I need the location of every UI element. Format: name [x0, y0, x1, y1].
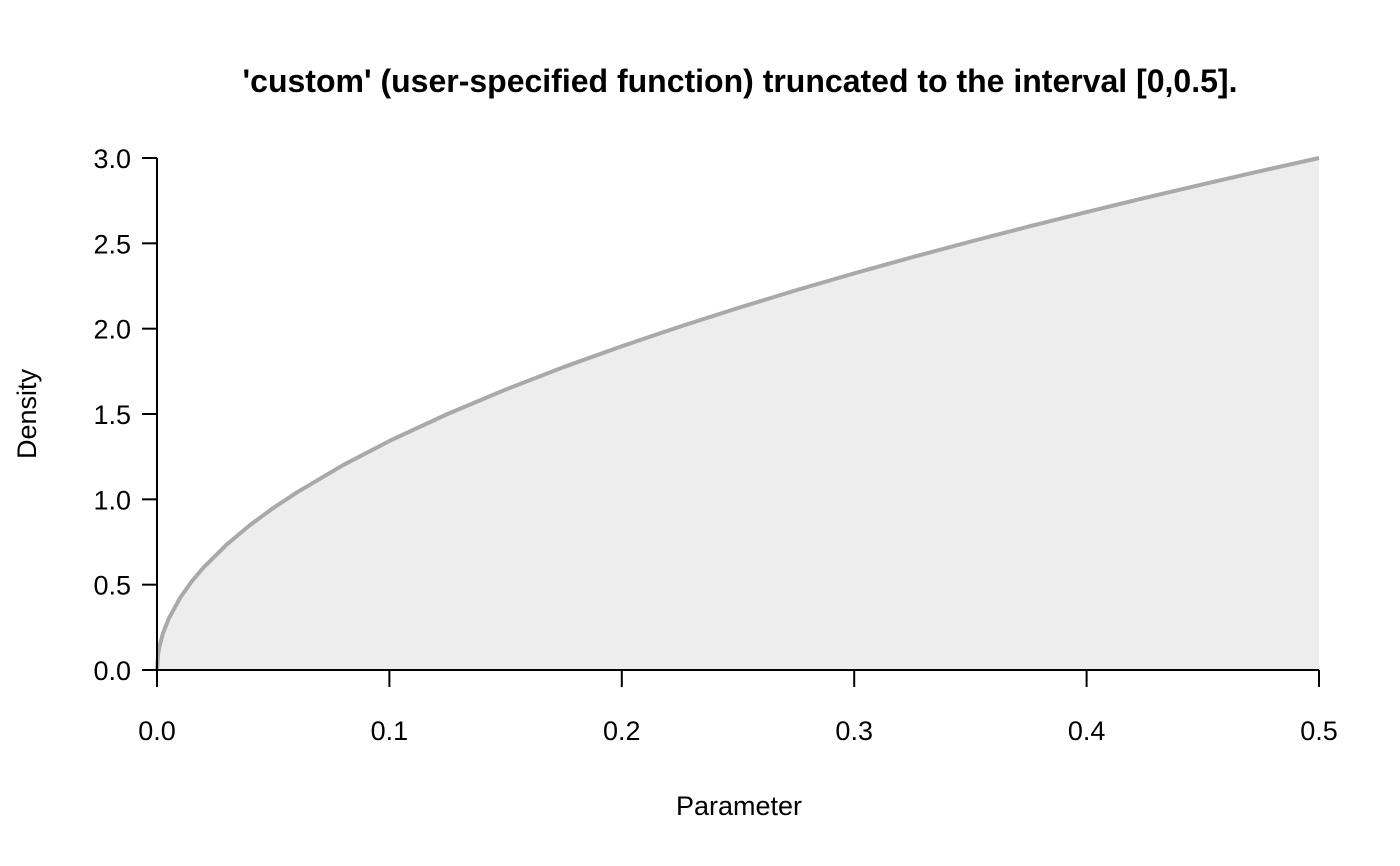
- x-axis-label: Parameter: [676, 791, 802, 821]
- plot-area: [155, 156, 1320, 671]
- y-tick-label: 3.0: [93, 144, 131, 174]
- y-axis-label: Density: [12, 368, 42, 459]
- y-tick-label: 2.0: [93, 315, 131, 345]
- y-tick-label: 1.5: [93, 400, 131, 430]
- density-curve-line: [155, 156, 1320, 671]
- x-tick-label: 0.0: [138, 716, 176, 746]
- x-tick-label: 0.4: [1068, 716, 1106, 746]
- density-area-fill: [157, 158, 1319, 670]
- x-tick-label: 0.3: [835, 716, 873, 746]
- x-tick-label: 0.2: [603, 716, 641, 746]
- chart-title: 'custom' (user-specified function) trunc…: [243, 63, 1238, 99]
- y-tick-label: 2.5: [93, 229, 131, 259]
- axes: 0.0 0.5 1.0 1.5 2.0 2.5 3.0 0.0 0.1 0.2 0.3 0.4 0.5: [93, 144, 1337, 746]
- x-tick-label: 0.5: [1300, 716, 1338, 746]
- y-tick-label: 0.5: [93, 571, 131, 601]
- y-tick-label: 0.0: [93, 656, 131, 686]
- x-tick-label: 0.1: [371, 716, 409, 746]
- y-tick-label: 1.0: [93, 485, 131, 515]
